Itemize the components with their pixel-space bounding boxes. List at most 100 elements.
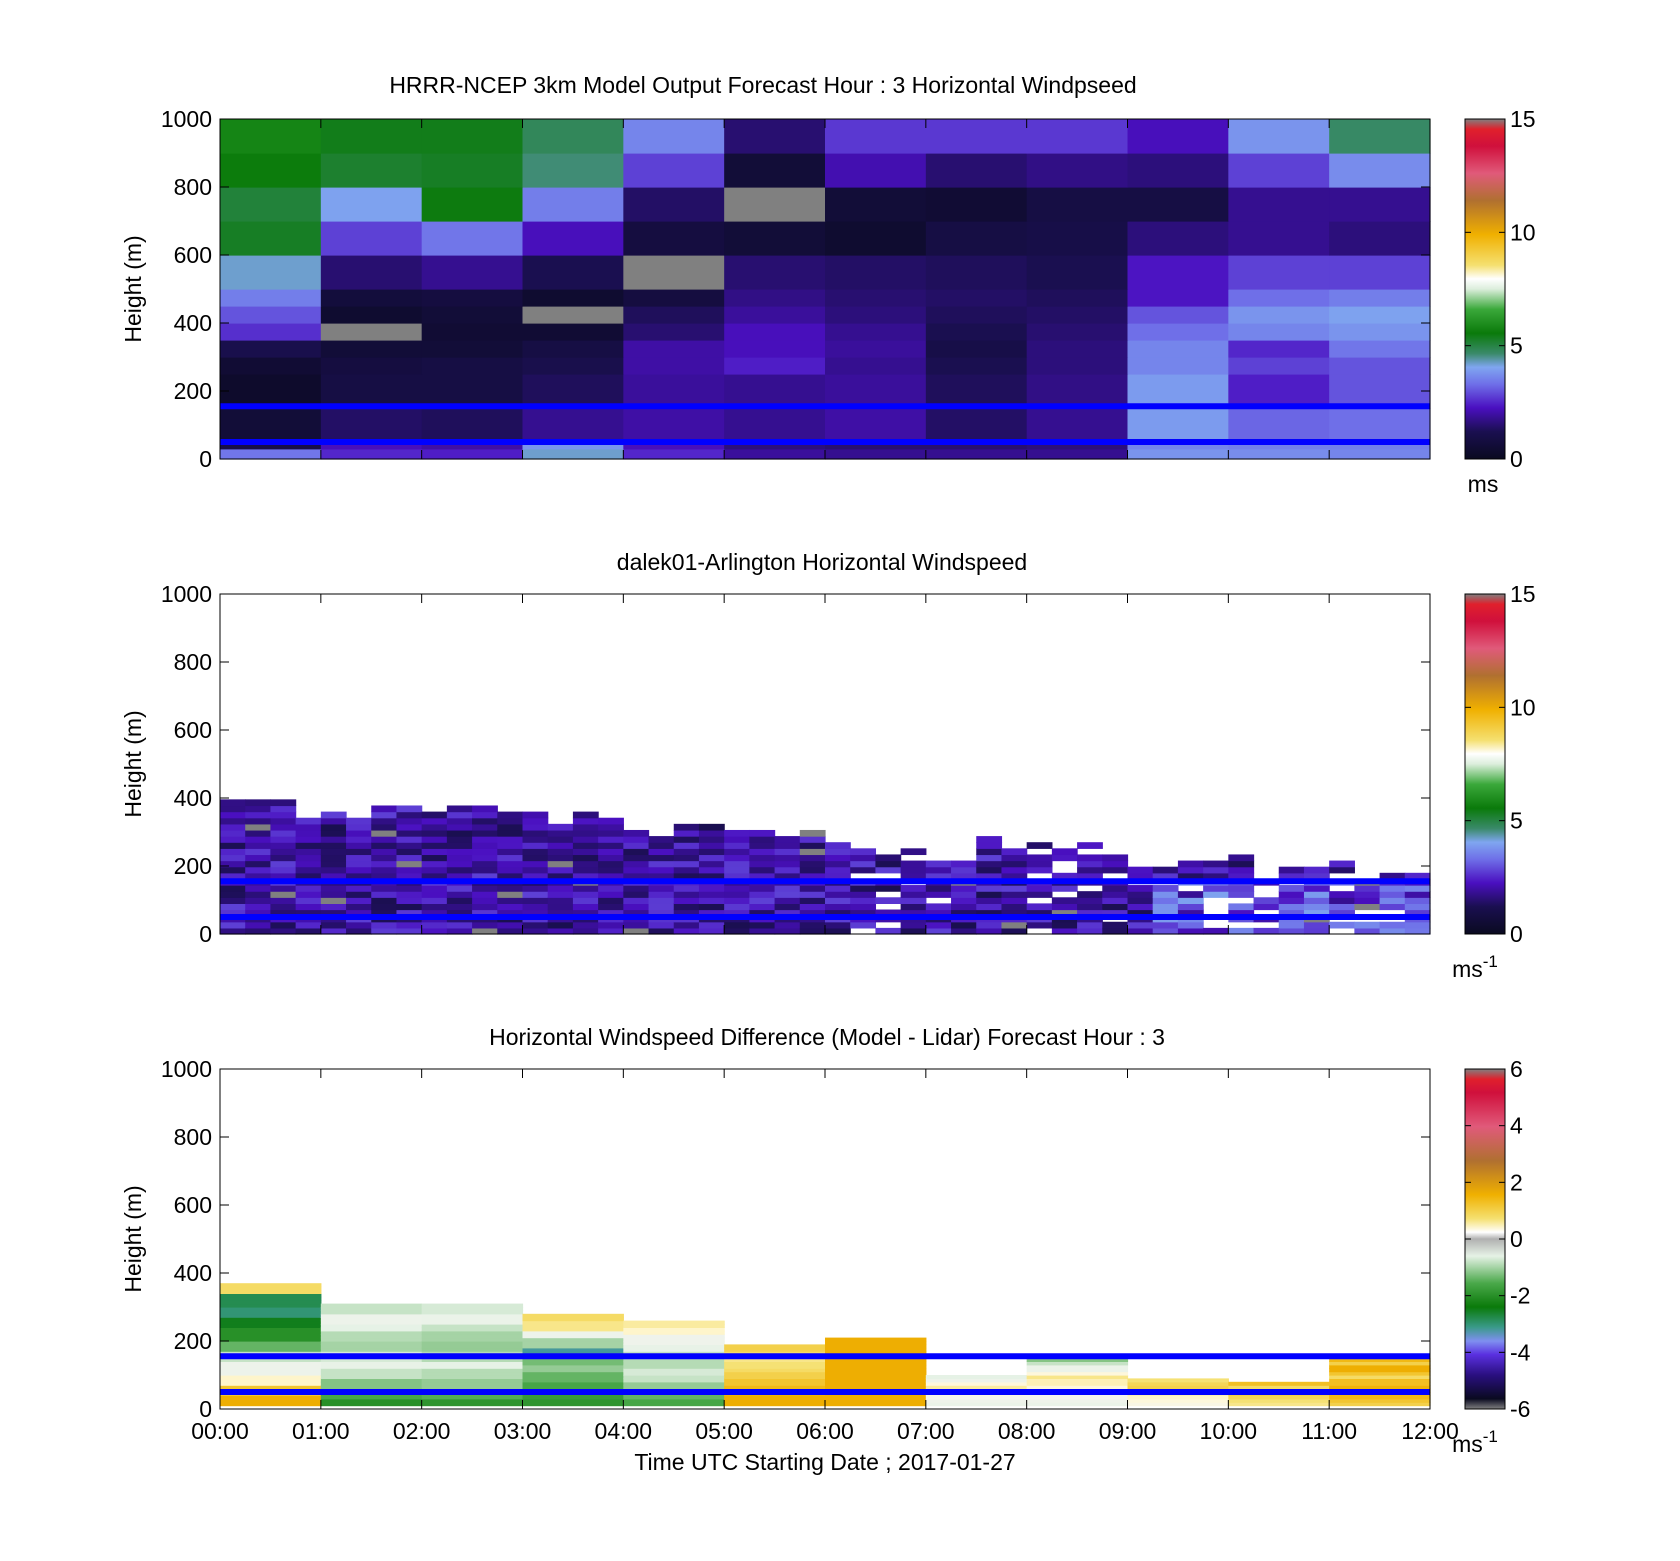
heatmap-cell [421,221,524,256]
heatmap-cell [774,897,801,904]
heatmap-cell [245,799,272,807]
heatmap-cell [623,221,725,256]
heatmap-cell [1051,903,1078,911]
heatmap-cell [598,860,624,868]
heatmap-cell [1102,891,1129,898]
heatmap-cell [472,921,498,929]
heatmap-cell [724,1375,826,1379]
heatmap-cell [598,829,624,837]
heatmap-cell [673,897,700,904]
heatmap-cell [1177,866,1204,874]
heatmap-cell [522,1385,624,1390]
heatmap-cell [421,1364,524,1369]
heatmap-cell [547,927,574,935]
heatmap-cell [1177,921,1204,929]
heatmap-cell [320,1307,423,1311]
heatmap-cell [724,1381,826,1386]
heatmap-cell [799,921,826,929]
heatmap-cell [371,909,398,917]
heatmap-cell [925,119,1028,154]
heatmap-cell [346,909,372,917]
heatmap-cell [1026,306,1129,324]
heatmap-cell [320,408,423,440]
heatmap-cell [270,811,297,819]
heatmap-cell [396,836,423,843]
heatmap-cell [371,885,398,892]
heatmap-cell [1329,187,1431,222]
heatmap-cell [925,153,1028,188]
heatmap-cell [1152,921,1179,929]
heatmap-cell [245,848,272,856]
heatmap-cell [724,1402,826,1407]
heatmap-cell [346,842,372,849]
heatmap-cell [1278,921,1305,929]
heatmap-cell [1404,927,1431,935]
heatmap-cell [1404,921,1431,929]
heatmap-cell [320,872,347,880]
heatmap-cell [1102,885,1129,892]
heatmap-cell [320,1381,423,1386]
heatmap-cell [925,1375,1028,1379]
heatmap-cell [648,848,675,856]
heatmap-cell [623,1368,725,1373]
heatmap-cell [1127,187,1229,222]
y-tick-label: 200 [174,853,212,879]
heatmap-cell [598,903,624,911]
heatmap-cell [799,842,826,849]
heatmap-cell [522,921,549,929]
heatmap-cell [749,848,776,856]
heatmap-cell [698,891,725,898]
heatmap-cell [1228,885,1255,892]
heatmap-cell [1177,897,1204,904]
heatmap-cell [1278,866,1305,874]
heatmap-cell [220,817,246,825]
heatmap-cell [875,897,902,904]
heatmap-cell [1379,921,1406,929]
panel-2-colorbar [1464,593,1506,935]
heatmap-cell [346,921,372,929]
heatmap-cell [1404,872,1431,880]
heatmap-cell [598,891,624,898]
heatmap-cell [1228,289,1330,307]
heatmap-cell [421,119,524,154]
heatmap-cell [421,187,524,222]
heatmap-cell [951,866,977,874]
heatmap-cell [623,903,650,911]
heatmap-cell [1127,897,1154,904]
heatmap-cell [1001,927,1028,935]
heatmap-cell [220,119,322,154]
heatmap-cell [1329,1361,1431,1366]
heatmap-cell [245,866,272,874]
heatmap-cell [522,1375,624,1379]
heatmap-cell [850,848,877,856]
heatmap-cell [1228,1395,1330,1400]
heatmap-cell [1203,885,1229,892]
heatmap-cell [1026,921,1053,929]
x-tick-label: 11:00 [1301,1418,1357,1444]
heatmap-cell [320,119,423,154]
panel-1-ylabel: Height (m) [120,235,146,342]
heatmap-cell [825,1398,927,1403]
heatmap-cell [749,829,776,837]
heatmap-cell [1127,903,1154,911]
heatmap-cell [421,153,524,188]
heatmap-cell [522,119,624,154]
heatmap-cell [749,897,776,904]
heatmap-cell [925,187,1028,222]
heatmap-cell [421,1327,524,1332]
heatmap-cell [850,909,877,917]
heatmap-cell [825,909,851,917]
heatmap-cell [825,1402,927,1407]
heatmap-cell [623,448,725,460]
heatmap-cell [724,903,750,911]
heatmap-cell [1127,119,1229,154]
heatmap-cell [976,854,1003,862]
heatmap-cell [421,1313,524,1318]
heatmap-cell [698,897,725,904]
heatmap-cell [220,860,246,868]
heatmap-cell [623,829,650,837]
heatmap-cell [522,1351,624,1356]
heatmap-cell [421,255,524,290]
heatmap-cell [270,854,297,862]
heatmap-cell [724,1344,826,1349]
